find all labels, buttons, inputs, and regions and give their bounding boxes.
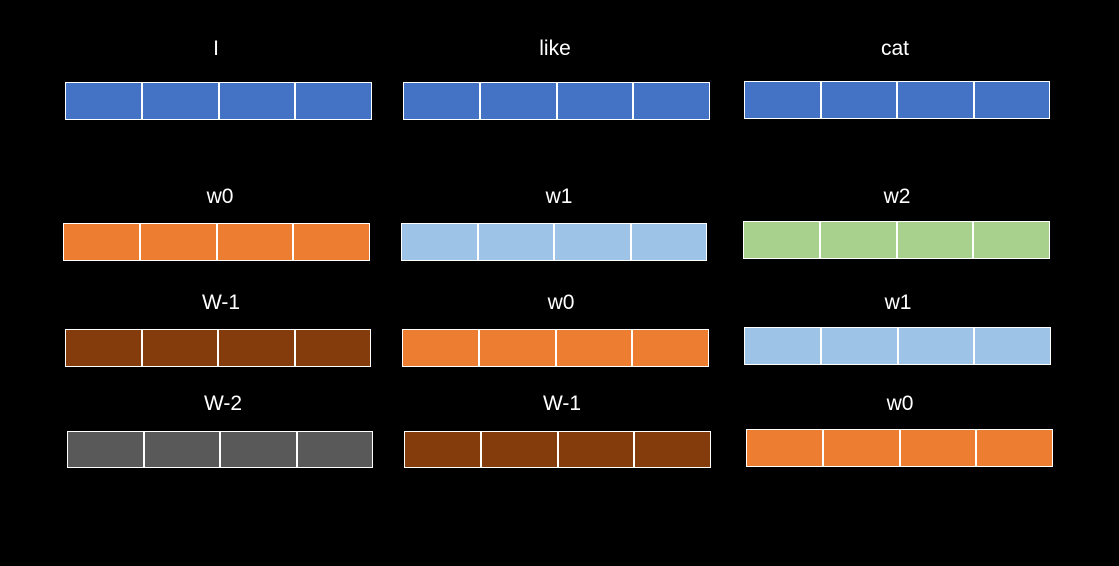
- vector-bar: [744, 327, 1051, 365]
- vector-cell: [219, 83, 297, 119]
- vector-bar: [744, 81, 1050, 119]
- block-label: W-1: [201, 291, 241, 314]
- vector-cell: [555, 224, 632, 260]
- block-label: w1: [884, 291, 912, 314]
- vector-cell: [820, 222, 898, 258]
- vector-bar: [402, 329, 709, 367]
- block-label: W-1: [542, 392, 582, 415]
- vector-cell: [633, 330, 708, 366]
- vector-cell: [294, 224, 369, 260]
- vector-bar: [743, 221, 1050, 259]
- vector-cell: [68, 432, 145, 467]
- vector-cell: [480, 83, 558, 119]
- vector-cell: [631, 224, 706, 260]
- vector-cell: [478, 224, 555, 260]
- vector-bar: [67, 431, 373, 468]
- vector-cell: [977, 430, 1052, 466]
- block-label: I: [213, 37, 219, 60]
- vector-bar: [65, 82, 372, 120]
- vector-cell: [747, 430, 824, 466]
- block-label: cat: [880, 37, 909, 60]
- vector-cell: [221, 432, 298, 467]
- vector-cell: [557, 83, 635, 119]
- vector-cell: [635, 432, 710, 467]
- vector-cell: [217, 224, 295, 260]
- block-label: W-2: [203, 392, 243, 415]
- vector-cell: [821, 328, 899, 364]
- vector-cell: [142, 83, 220, 119]
- block-label: w1: [545, 185, 573, 208]
- vector-cell: [404, 83, 481, 119]
- vector-cell: [481, 432, 559, 467]
- vector-cell: [634, 83, 709, 119]
- vector-cell: [900, 430, 978, 466]
- vector-cell: [144, 432, 221, 467]
- vector-cell: [974, 82, 1049, 118]
- vector-cell: [974, 222, 1049, 258]
- vector-cell: [898, 328, 976, 364]
- vector-cell: [219, 330, 296, 366]
- vector-cell: [898, 82, 975, 118]
- vector-bar: [403, 82, 710, 120]
- vector-cell: [556, 330, 634, 366]
- block-label: w0: [206, 185, 234, 208]
- block-label: w0: [547, 291, 575, 314]
- block-label: w0: [886, 392, 914, 415]
- vector-cell: [744, 222, 821, 258]
- vector-cell: [405, 432, 482, 467]
- vector-cell: [745, 82, 822, 118]
- vector-bar: [63, 223, 370, 261]
- vector-cell: [558, 432, 636, 467]
- vector-cell: [296, 83, 371, 119]
- vector-bar: [746, 429, 1053, 467]
- vector-cell: [975, 328, 1050, 364]
- block-label: w2: [883, 185, 911, 208]
- vector-cell: [823, 430, 901, 466]
- vector-cell: [821, 82, 898, 118]
- vector-bar: [404, 431, 711, 468]
- block-label: like: [539, 37, 571, 60]
- vector-cell: [142, 330, 219, 366]
- vector-cell: [897, 222, 975, 258]
- vector-cell: [479, 330, 557, 366]
- vector-cell: [66, 330, 143, 366]
- vector-cell: [140, 224, 218, 260]
- vector-cell: [295, 330, 370, 366]
- vector-cell: [402, 224, 479, 260]
- vector-cell: [403, 330, 480, 366]
- vector-cell: [745, 328, 822, 364]
- vector-cell: [66, 83, 143, 119]
- vector-cell: [64, 224, 141, 260]
- vector-cell: [297, 432, 372, 467]
- vector-bar: [401, 223, 707, 261]
- vector-bar: [65, 329, 371, 367]
